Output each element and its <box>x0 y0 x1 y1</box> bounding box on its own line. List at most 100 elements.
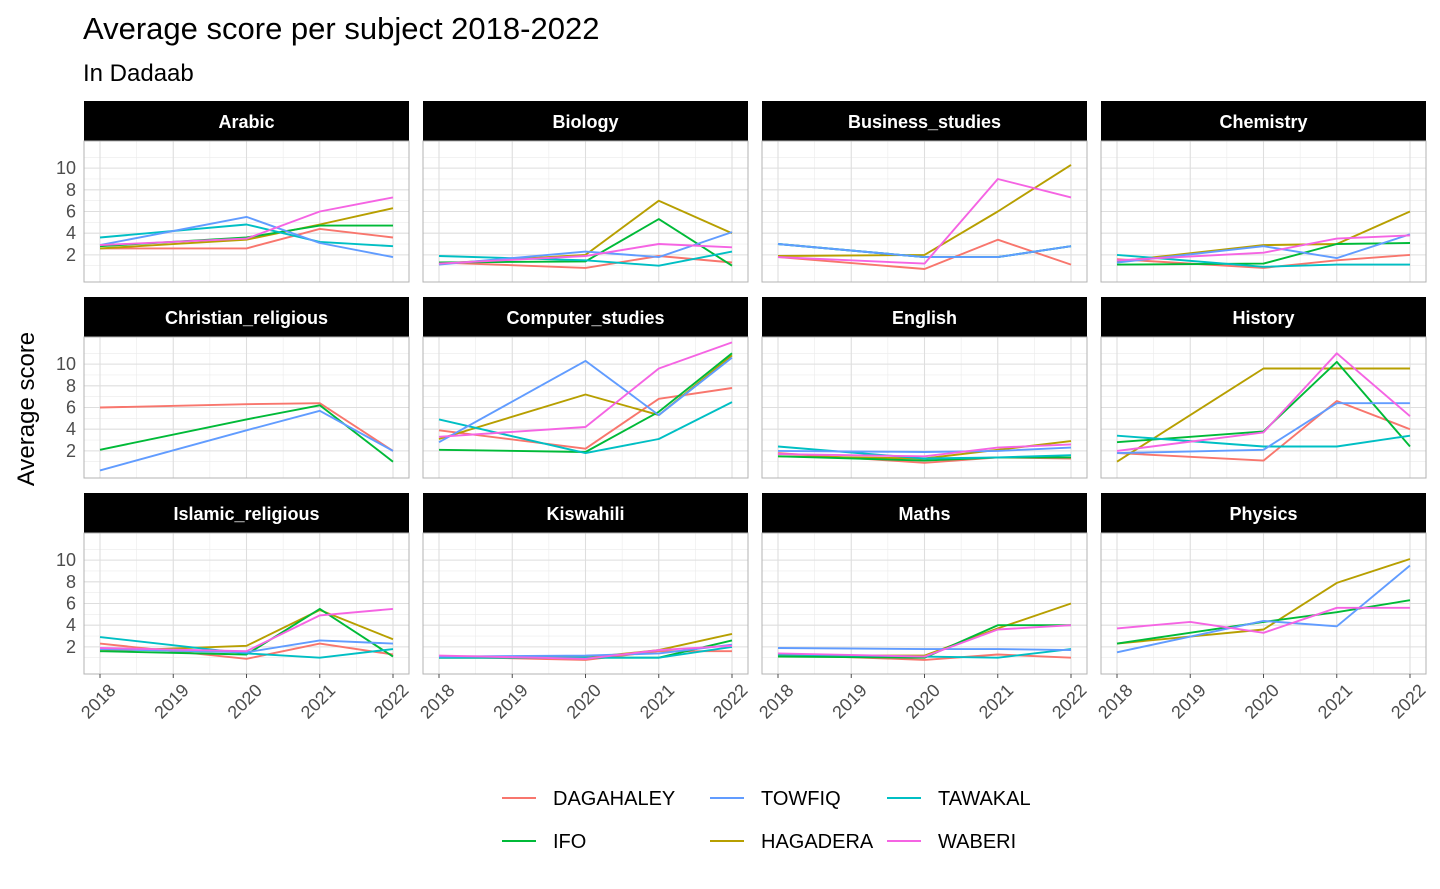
y-tick-label: 6 <box>66 594 76 614</box>
series-line-dagahaley <box>438 387 733 450</box>
panel-border <box>422 140 749 283</box>
series-line-dagahaley <box>99 402 394 452</box>
x-tick-label: 2022 <box>370 680 412 722</box>
panel-border <box>761 336 1088 479</box>
series-line-ifo <box>438 218 733 267</box>
facet-strip <box>84 297 409 337</box>
x-tick-label: 2019 <box>828 680 870 722</box>
series-line-towfiq <box>99 639 394 654</box>
y-tick-label: 8 <box>66 572 76 592</box>
y-tick-label: 6 <box>66 202 76 222</box>
series-line-towfiq <box>438 356 733 444</box>
series-line-towfiq <box>1116 402 1410 455</box>
x-tick-label: 2019 <box>150 680 192 722</box>
x-tick-label: 2020 <box>224 680 266 722</box>
y-tick-label: 8 <box>66 376 76 396</box>
facet-strip <box>84 101 409 141</box>
series-line-waberi <box>1116 352 1411 452</box>
x-tick-label: 2018 <box>1094 680 1136 722</box>
series-line-towfiq <box>777 647 1072 652</box>
legend-item-hagadera: HAGADERA <box>710 831 874 853</box>
series-line-waberi <box>438 243 733 265</box>
legend-item-towfiq: TOWFIQ <box>710 788 841 810</box>
y-tick-label: 2 <box>66 245 76 265</box>
x-tick-label: 2021 <box>297 680 339 722</box>
series-line-towfiq <box>438 231 733 266</box>
facet-panel-maths: Maths 2018 2019 2020 2021 2022 <box>755 493 1091 723</box>
y-tick-label: 6 <box>66 398 76 418</box>
x-tick-label: 2021 <box>1314 680 1356 722</box>
x-tick-label: 2021 <box>975 680 1017 722</box>
y-axis-label: Average score <box>13 332 40 486</box>
facet-panel-physics: Physics 2018 2019 2020 2021 2022 <box>1094 493 1430 723</box>
panel-border <box>1100 140 1427 283</box>
series-line-tawakal <box>1116 253 1410 268</box>
panel-border <box>761 140 1088 283</box>
panel-border <box>83 336 410 479</box>
series-line-towfiq <box>1116 564 1411 654</box>
panel-border <box>1100 336 1427 479</box>
series-line-waberi <box>99 607 394 653</box>
facet-panel-chemistry: Chemistry <box>1100 101 1427 283</box>
facet-strip-label: Physics <box>1229 504 1297 524</box>
facet-strip <box>1101 297 1426 337</box>
series-line-waberi <box>777 178 1072 265</box>
facet-strip-label: Kiswahili <box>546 504 624 524</box>
legend-label: DAGAHALEY <box>553 788 675 810</box>
x-tick-label: 2018 <box>416 680 458 722</box>
x-tick-label: 2021 <box>636 680 678 722</box>
series-line-dagahaley <box>100 227 394 250</box>
series-line-ifo <box>1116 242 1411 266</box>
facet-strip-label: Biology <box>553 112 619 132</box>
series-line-tawakal <box>438 401 733 455</box>
chart-subtitle: In Dadaab <box>83 60 194 87</box>
series-line-hagadera <box>1116 367 1410 463</box>
facet-strip-label: English <box>892 308 957 328</box>
facet-panel-computer-studies: Computer_studies <box>422 297 749 479</box>
facet-strip <box>423 297 748 337</box>
facet-strip-label: History <box>1232 308 1294 328</box>
facet-strip <box>762 101 1087 141</box>
facet-strip-label: Computer_studies <box>506 308 664 328</box>
facet-panel-kiswahili: Kiswahili 2018 2019 2020 2021 2022 <box>416 493 752 723</box>
series-line-hagadera <box>1116 210 1411 263</box>
x-tick-label: 2019 <box>1167 680 1209 722</box>
legend: DAGAHALEY IFO TOWFIQ HAGADERA TAWAKAL WABERI <box>502 788 1031 853</box>
series-line-waberi <box>99 196 394 247</box>
series-line-ifo <box>1116 360 1411 448</box>
facet-strip <box>84 493 409 533</box>
series-line-dagahaley <box>1116 400 1411 462</box>
facet-strip <box>1101 493 1426 533</box>
series-line-towfiq <box>99 409 394 472</box>
facet-strip-label: Maths <box>898 504 950 524</box>
facet-strip-label: Chemistry <box>1219 112 1307 132</box>
series-line-towfiq <box>777 243 1072 259</box>
x-tick-label: 2022 <box>1387 680 1429 722</box>
legend-label: IFO <box>553 831 586 853</box>
series-line-hagadera <box>99 609 394 653</box>
y-tick-label: 4 <box>66 223 76 243</box>
y-tick-label: 4 <box>66 615 76 635</box>
chart-title: Average score per subject 2018-2022 <box>83 11 599 46</box>
y-tick-label: 10 <box>56 354 76 374</box>
y-tick-label: 8 <box>66 180 76 200</box>
x-tick-label: 2022 <box>709 680 751 722</box>
y-tick-label: 4 <box>66 419 76 439</box>
series-line-tawakal <box>99 636 394 659</box>
facet-panel-english: English <box>761 297 1088 479</box>
panel-border <box>83 140 410 283</box>
facet-panel-biology: Biology <box>422 101 749 283</box>
x-tick-label: 2019 <box>489 680 531 722</box>
y-tick-label: 10 <box>56 158 76 178</box>
y-tick-label: 10 <box>56 550 76 570</box>
x-tick-label: 2020 <box>563 680 605 722</box>
series-line-ifo <box>1116 599 1411 645</box>
legend-item-ifo: IFO <box>502 831 586 853</box>
facet-strip <box>423 493 748 533</box>
series-line-tawakal <box>777 445 1072 460</box>
legend-label: WABERI <box>938 831 1016 853</box>
